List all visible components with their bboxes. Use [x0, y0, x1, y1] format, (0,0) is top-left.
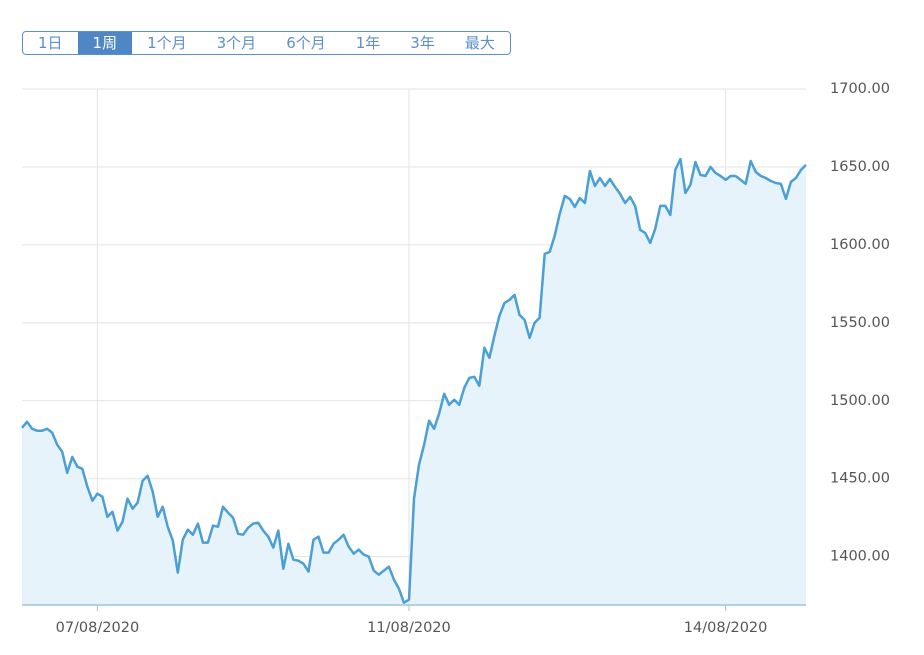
- range-button[interactable]: 1周: [77, 32, 133, 54]
- range-button[interactable]: 1年: [355, 34, 381, 52]
- y-tick-label: 1550.00: [830, 315, 890, 331]
- range-button[interactable]: 3个月: [216, 34, 257, 52]
- x-tick-label: 07/08/2020: [56, 620, 140, 636]
- y-tick-label: 1400.00: [830, 549, 890, 565]
- range-selector: 1日 1周 1个月 3个月 6个月 1年 3年 最大: [22, 31, 511, 55]
- y-tick-label: 1450.00: [830, 471, 890, 487]
- y-tick-label: 1600.00: [830, 237, 890, 253]
- range-button[interactable]: 3年: [410, 34, 435, 52]
- y-tick-label: 1700.00: [830, 81, 890, 97]
- y-tick-label: 1650.00: [830, 159, 890, 175]
- y-tick-label: 1500.00: [830, 393, 890, 409]
- x-tick-label: 11/08/2020: [367, 620, 451, 636]
- range-button[interactable]: 1个月: [147, 34, 187, 52]
- area: [22, 159, 806, 605]
- x-tick-label: 14/08/2020: [684, 620, 768, 636]
- range-button[interactable]: 最大: [464, 34, 495, 52]
- range-button[interactable]: 1日: [38, 34, 63, 52]
- range-button[interactable]: 6个月: [286, 34, 326, 52]
- line: [21, 157, 807, 604]
